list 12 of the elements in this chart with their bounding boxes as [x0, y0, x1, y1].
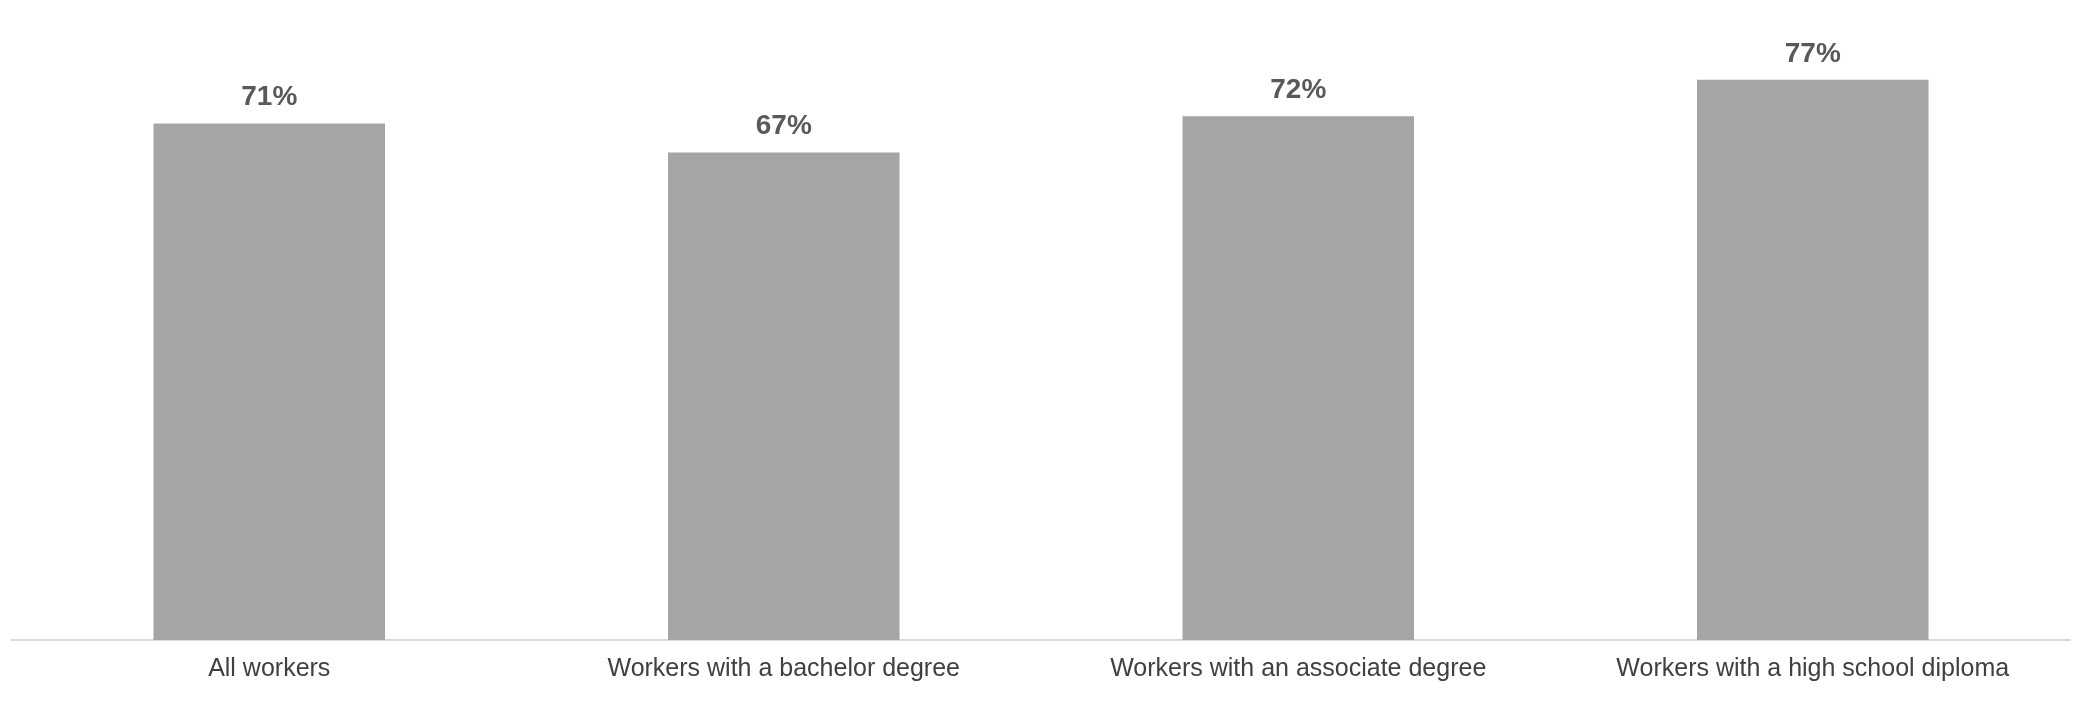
data-label: 77%	[1784, 36, 1841, 68]
x-tick-label: All workers	[208, 652, 331, 681]
data-label: 72%	[1270, 72, 1327, 104]
bar	[1182, 116, 1415, 640]
data-label: 71%	[241, 80, 298, 112]
bar	[153, 123, 386, 640]
bar	[1696, 79, 1929, 640]
data-label: 67%	[755, 109, 812, 141]
x-tick-label: Workers with a high school diploma	[1616, 652, 2010, 681]
x-tick-label: Workers with an associate degree	[1110, 652, 1487, 681]
bar	[667, 152, 900, 640]
x-tick-label: Workers with a bachelor degree	[607, 652, 960, 681]
